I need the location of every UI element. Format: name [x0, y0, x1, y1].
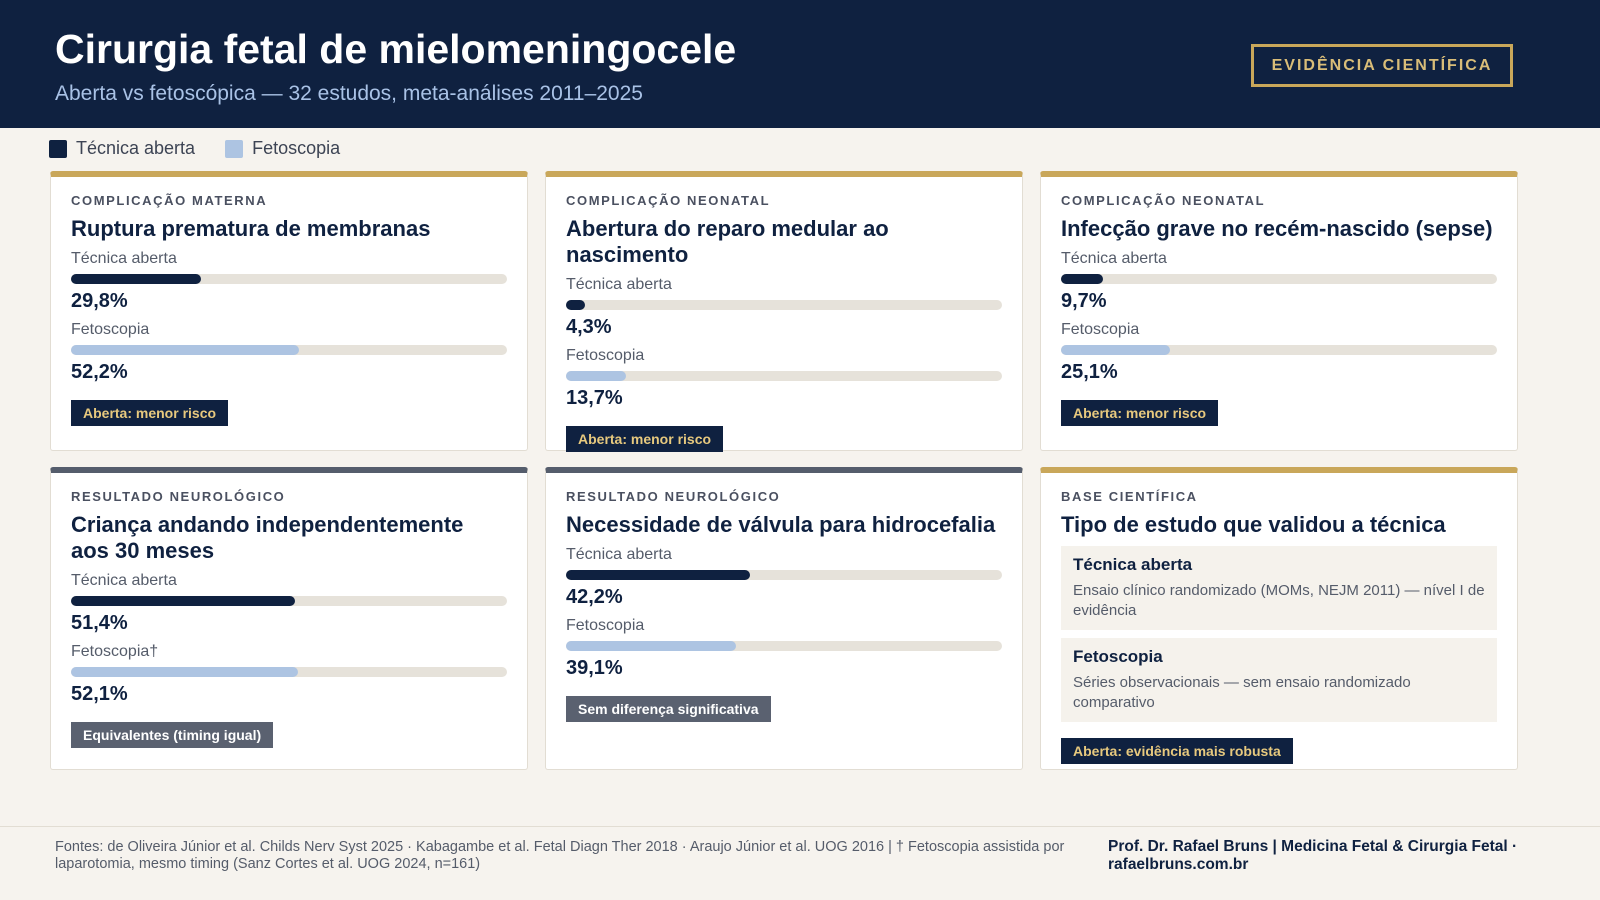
card-category: COMPLICAÇÃO NEONATAL: [566, 193, 771, 208]
card-title: Criança andando independentemente aos 30…: [71, 512, 464, 563]
card-category: COMPLICAÇÃO NEONATAL: [1061, 193, 1266, 208]
legend-swatch: [225, 139, 244, 158]
legend-swatch: [49, 139, 67, 158]
series-label: Técnica aberta: [566, 546, 672, 563]
bar-track: [1061, 345, 1497, 355]
bar: [71, 596, 296, 606]
bar: [566, 300, 585, 310]
bar-track: [71, 596, 507, 606]
value-label: 29,8%: [71, 290, 128, 312]
series-label: Fetoscopia: [566, 617, 645, 634]
value-label: 51,4%: [71, 612, 128, 634]
series-label: Técnica aberta: [71, 250, 177, 267]
sources: Fontes: de Oliveira Júnior et al. Childs…: [55, 839, 1065, 872]
series-label: Técnica aberta: [566, 276, 672, 293]
card-category: RESULTADO NEUROLÓGICO: [566, 489, 781, 504]
card: RESULTADO NEUROLÓGICO Necessidade de válv…: [545, 467, 1023, 770]
badge: Sem diferença significativa: [566, 696, 771, 722]
value-label: 25,1%: [1061, 361, 1118, 383]
card-title: Tipo de estudo que validou a técnica: [1061, 512, 1446, 537]
value-label: 42,2%: [566, 586, 623, 608]
legend: Técnica aberta Fetoscopia: [49, 138, 340, 159]
card-title: Infecção grave no recém-nascido (sepse): [1061, 216, 1493, 241]
value-label: 9,7%: [1061, 290, 1107, 312]
subtitle: Aberta vs fetoscópica — 32 estudos, meta…: [55, 82, 643, 105]
bar-track: [566, 641, 1002, 651]
evidence-item: Técnica aberta Ensaio clínico randomizado…: [1061, 546, 1497, 630]
bar-track: [566, 300, 1002, 310]
bar: [1061, 274, 1104, 284]
card-title: Ruptura prematura de membranas: [71, 216, 431, 241]
badge: Aberta: menor risco: [1061, 400, 1219, 426]
item-text: Ensaio clínico randomizado (MOMs, NEJM 2…: [1073, 582, 1485, 619]
card: COMPLICAÇÃO NEONATAL Abertura do reparo m…: [545, 171, 1023, 452]
value-label: 13,7%: [566, 387, 623, 409]
legend-item: Fetoscopia: [225, 138, 340, 159]
value-label: 4,3%: [566, 316, 612, 338]
badge: Aberta: menor risco: [566, 426, 724, 452]
series-label: Técnica aberta: [1061, 250, 1167, 267]
legend-label: Fetoscopia: [252, 138, 341, 158]
value-label: 52,2%: [71, 361, 128, 383]
card: BASE CIENTÍFICA Tipo de estudo que valido…: [1040, 467, 1518, 770]
title: Cirurgia fetal de mielomeningocele: [55, 26, 737, 72]
bar-track: [71, 274, 507, 284]
bar: [566, 371, 626, 381]
series-label: Fetoscopia: [566, 347, 645, 364]
bar: [71, 345, 299, 355]
value-label: 39,1%: [566, 657, 623, 679]
series-label: Fetoscopia: [71, 321, 150, 338]
bar-track: [1061, 274, 1497, 284]
bar-track: [566, 570, 1002, 580]
series-label: Fetoscopia: [1061, 321, 1140, 338]
author: Prof. Dr. Rafael Bruns | Medicina Fetal …: [1108, 838, 1518, 873]
bar: [1061, 345, 1171, 355]
badge: Aberta: menor risco: [71, 400, 229, 426]
item-name: Fetoscopia: [1073, 647, 1163, 666]
bar: [566, 641, 737, 651]
bar-track: [566, 371, 1002, 381]
card-title: Necessidade de válvula para hidrocefalia: [566, 512, 996, 537]
header: Cirurgia fetal de mielomeningocele Abert…: [0, 0, 1600, 128]
series-label: Fetoscopia†: [71, 643, 159, 660]
bar: [71, 667, 299, 677]
bar-track: [71, 345, 507, 355]
card-category: RESULTADO NEUROLÓGICO: [71, 489, 286, 504]
card: COMPLICAÇÃO NEONATAL Infecção grave no re…: [1040, 171, 1518, 451]
bar-track: [71, 667, 507, 677]
legend-label: Técnica aberta: [76, 138, 196, 158]
bar: [566, 570, 750, 580]
card: COMPLICAÇÃO MATERNA Ruptura prematura de …: [50, 171, 528, 451]
header-badge: EVIDÊNCIA CIENTÍFICA: [1251, 44, 1513, 87]
series-label: Técnica aberta: [71, 572, 177, 589]
item-name: Técnica aberta: [1073, 555, 1193, 574]
evidence-item: Fetoscopia Séries observacionais — sem en…: [1061, 638, 1497, 722]
badge: Equivalentes (timing igual): [71, 722, 274, 748]
card-category: BASE CIENTÍFICA: [1061, 489, 1198, 504]
item-text: Séries observacionais — sem ensaio rando…: [1073, 674, 1411, 711]
bar: [71, 274, 201, 284]
footer: Fontes: de Oliveira Júnior et al. Childs…: [0, 826, 1600, 873]
card-category: COMPLICAÇÃO MATERNA: [71, 193, 268, 208]
value-label: 52,1%: [71, 683, 128, 705]
card: RESULTADO NEUROLÓGICO Criança andando ind…: [50, 467, 528, 770]
legend-item: Técnica aberta: [49, 138, 195, 159]
badge: Aberta: evidência mais robusta: [1061, 738, 1293, 764]
card-title: Abertura do reparo medular ao nascimento: [566, 216, 889, 267]
